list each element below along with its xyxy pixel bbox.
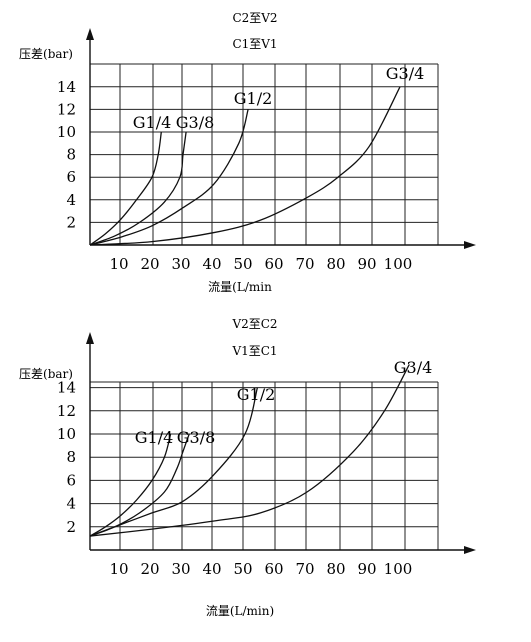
x-tick-label: 80 — [326, 560, 345, 578]
x-tick-label: 70 — [295, 560, 314, 578]
x-tick-label: 20 — [140, 255, 159, 273]
y-tick-label: 6 — [66, 471, 76, 489]
y-axis-arrow — [86, 332, 94, 344]
chart-title-line: V1至C1 — [231, 344, 277, 358]
chart-title-line: V2至C2 — [231, 317, 277, 331]
series-line-G1-2 — [89, 109, 249, 246]
y-axis-label: 压差(bar) — [19, 367, 73, 381]
series-label: G3/8 — [177, 428, 216, 447]
x-tick-label: 10 — [109, 255, 128, 273]
x-tick-label: 90 — [357, 560, 376, 578]
x-tick-label: 70 — [295, 255, 314, 273]
x-axis-label: 流量(L/min) — [206, 604, 274, 618]
x-tick-label: 50 — [233, 255, 252, 273]
y-tick-label: 12 — [57, 402, 76, 420]
y-tick-label: 10 — [57, 425, 76, 443]
series-line-G1-4 — [89, 433, 172, 537]
chart-title-line: C1至V1 — [232, 37, 277, 51]
x-tick-label: 100 — [384, 560, 413, 578]
x-axis-arrow — [464, 241, 476, 249]
grid — [89, 63, 439, 245]
series-line-G3-8 — [89, 131, 187, 246]
series-line-G3-8 — [89, 433, 190, 537]
series-label: G1/4 — [133, 113, 172, 132]
y-tick-label: 8 — [66, 448, 76, 466]
x-tick-label: 20 — [140, 560, 159, 578]
series-label: G3/4 — [394, 358, 433, 377]
x-axis-label: 流量(L/min — [208, 280, 272, 294]
y-tick-label: 8 — [66, 146, 76, 164]
chart-2: V2至C2 V1至C1 10 20 30 40 50 60 70 80 90 100 2 4 6 8 10 12 1… — [19, 317, 476, 618]
x-tick-label: 90 — [357, 255, 376, 273]
x-tick-label: 40 — [202, 560, 221, 578]
y-tick-label: 2 — [66, 518, 76, 536]
series-label: G1/2 — [234, 89, 273, 108]
x-tick-label: 30 — [171, 255, 190, 273]
x-tick-label: 60 — [264, 560, 283, 578]
grid — [89, 381, 439, 550]
y-tick-label: 14 — [57, 78, 76, 96]
x-tick-label: 60 — [264, 255, 283, 273]
y-tick-label: 2 — [66, 213, 76, 231]
x-tick-label: 30 — [171, 560, 190, 578]
series-line-G3-4 — [89, 364, 410, 537]
series-line-G3-4 — [89, 86, 401, 246]
series-line-G1-4 — [89, 131, 162, 246]
series-label: G1/4 — [135, 428, 174, 447]
x-tick-label: 50 — [233, 560, 252, 578]
chart-1: C2至V2 C1至V1 10 20 30 40 50 60 70 80 90 100 2 4 6 8 10 12 1… — [19, 11, 476, 294]
x-tick-label: 100 — [384, 255, 413, 273]
y-tick-label: 4 — [66, 495, 76, 513]
y-tick-label: 14 — [57, 379, 76, 397]
y-tick-label: 4 — [66, 191, 76, 209]
series-label: G3/4 — [386, 64, 425, 83]
series-label: G1/2 — [237, 385, 276, 404]
series-label: G3/8 — [176, 113, 215, 132]
x-tick-label: 40 — [202, 255, 221, 273]
chart-title-line: C2至V2 — [232, 11, 277, 25]
y-axis-arrow — [86, 28, 94, 40]
x-axis-arrow — [464, 546, 476, 554]
y-tick-label: 6 — [66, 168, 76, 186]
series-line-G1-2 — [89, 387, 259, 537]
y-tick-label: 10 — [57, 123, 76, 141]
y-tick-label: 12 — [57, 100, 76, 118]
y-axis-label: 压差(bar) — [19, 47, 73, 61]
x-tick-label: 80 — [326, 255, 345, 273]
x-tick-label: 10 — [109, 560, 128, 578]
